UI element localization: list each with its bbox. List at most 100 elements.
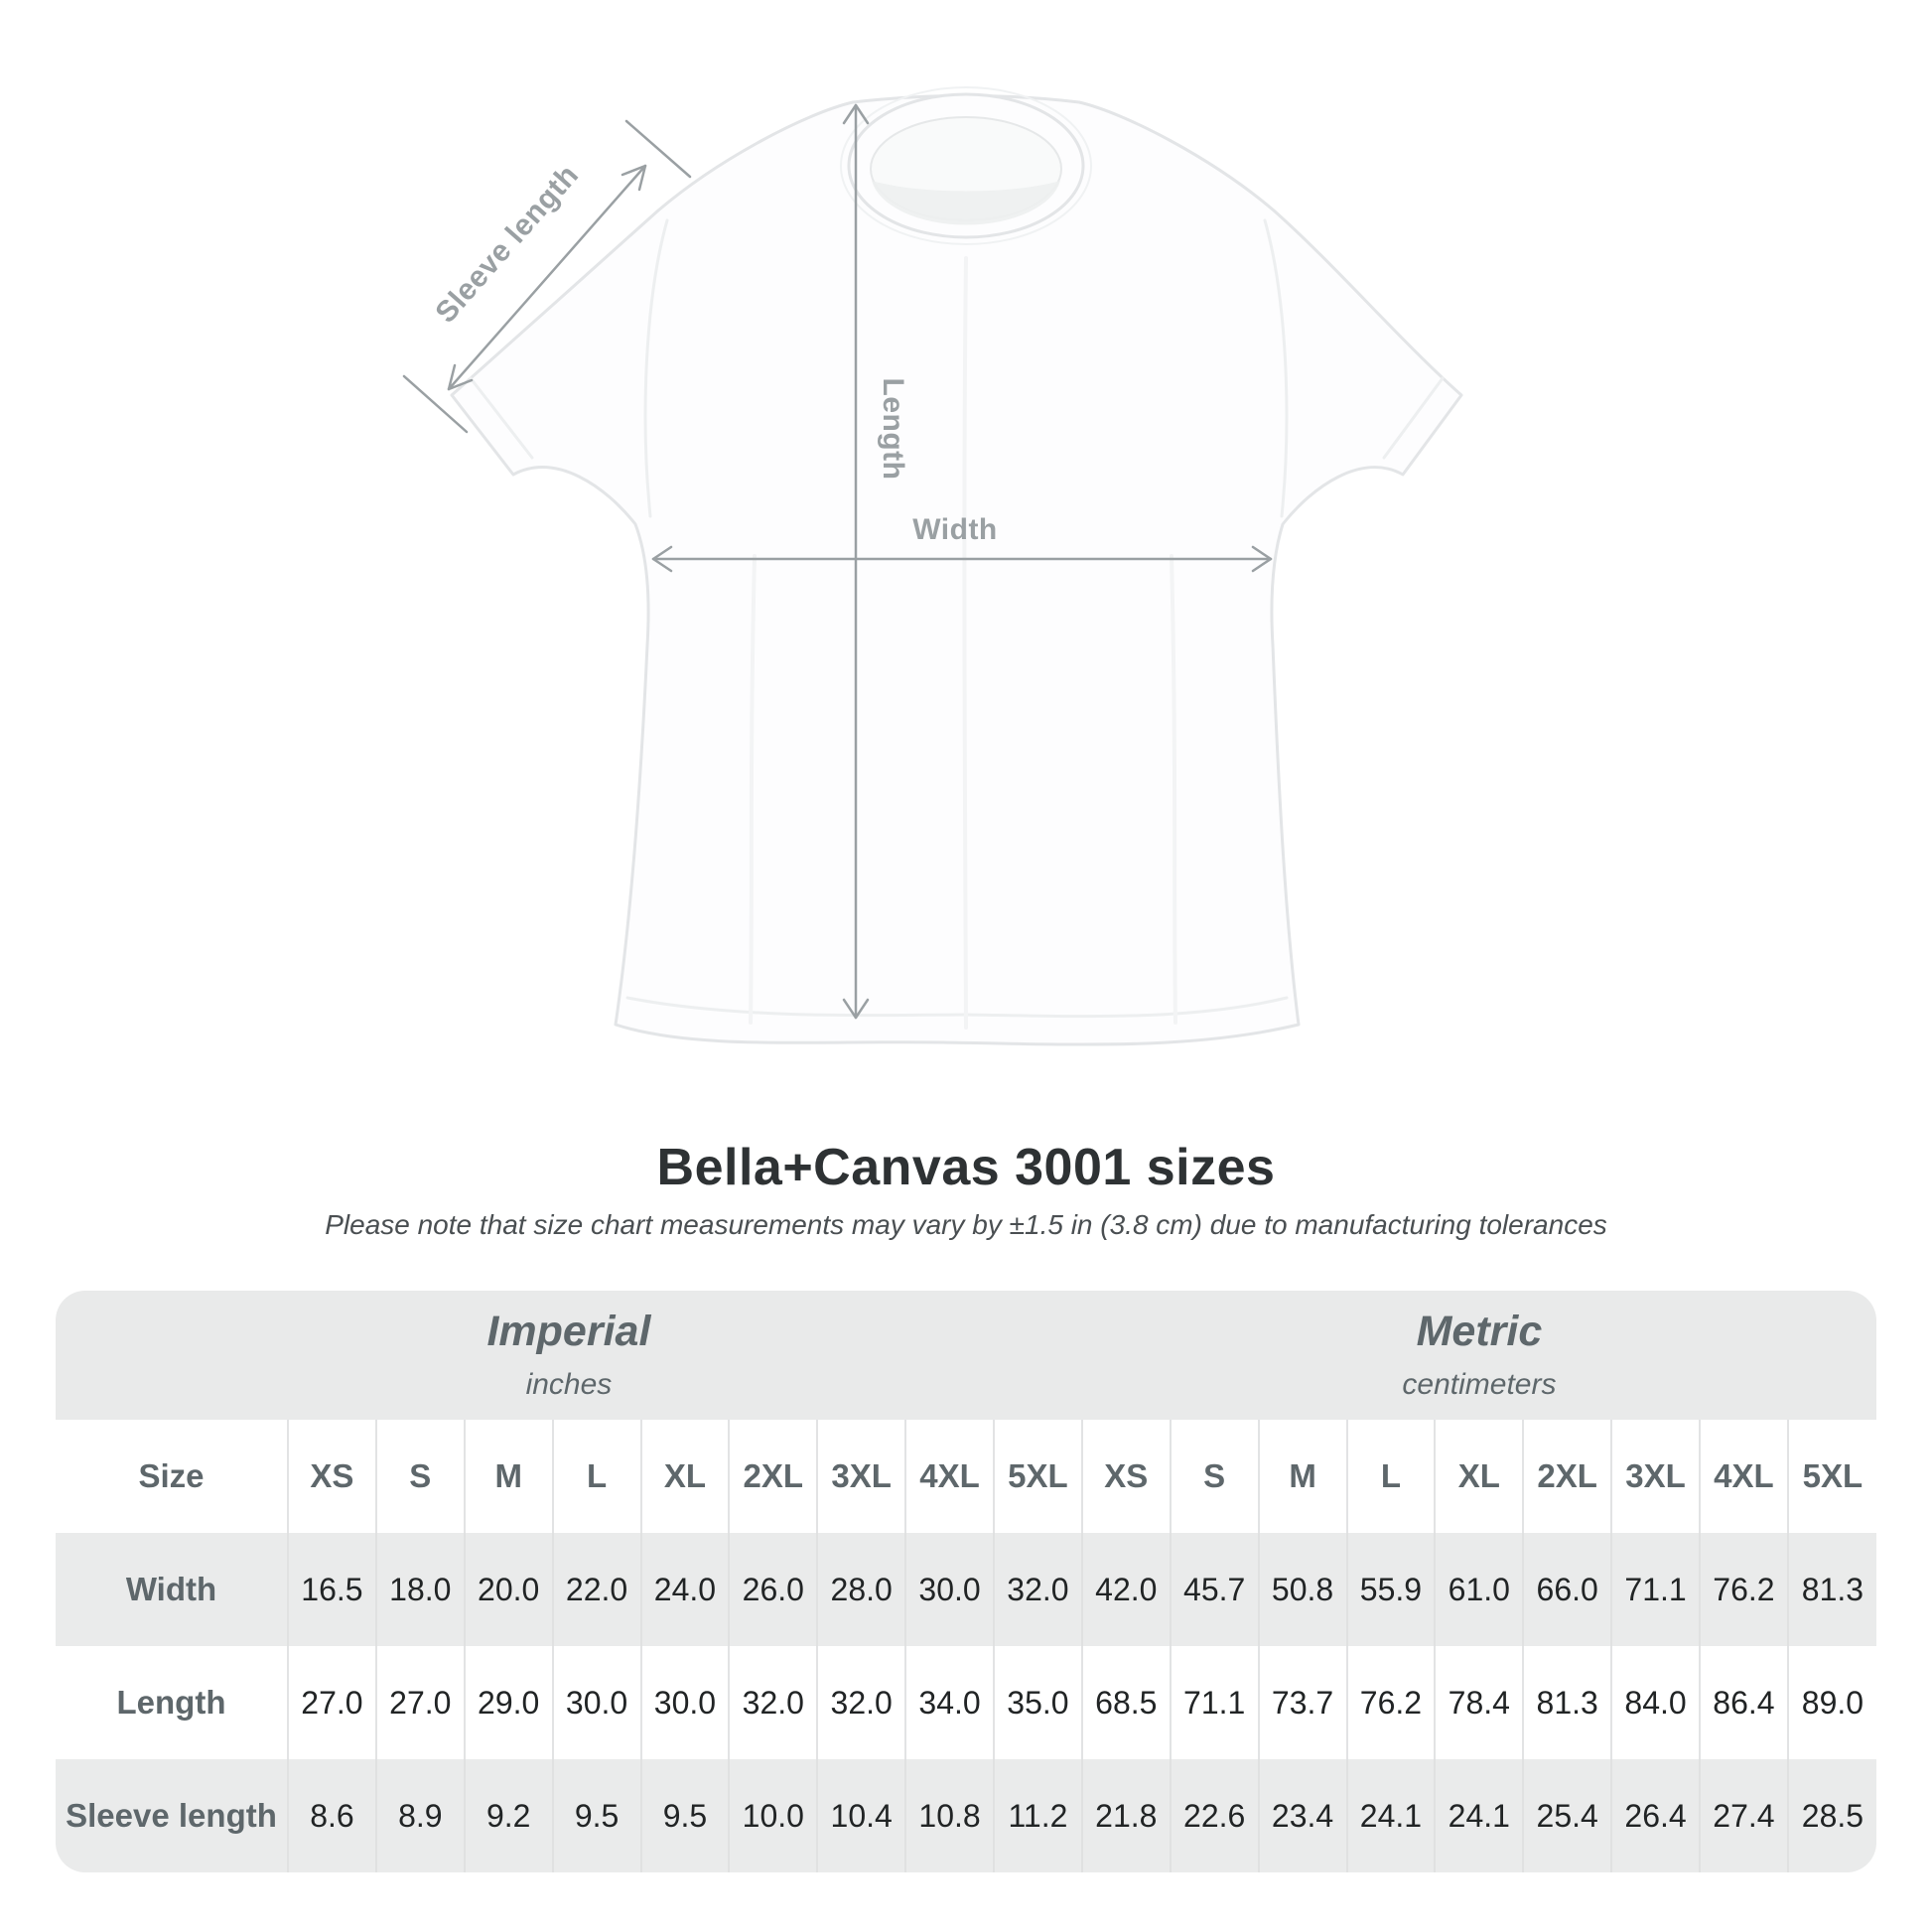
metric-label: Metric (1416, 1308, 1543, 1356)
value-cell: 32.0 (728, 1646, 818, 1759)
value-cell: 78.4 (1434, 1646, 1524, 1759)
collar-outer-ring (840, 86, 1092, 245)
width-arrow (651, 545, 1273, 573)
value-cell: 76.2 (1699, 1533, 1788, 1646)
size-header-imperial-5xl: 5XL (993, 1420, 1082, 1533)
value-cell: 24.1 (1434, 1759, 1524, 1872)
value-cell: 61.0 (1434, 1533, 1524, 1646)
size-header-metric-l: L (1345, 1420, 1436, 1533)
size-header-imperial-m: M (463, 1420, 553, 1533)
size-header-metric-2xl: 2XL (1522, 1420, 1612, 1533)
value-cell: 28.5 (1786, 1759, 1876, 1872)
left-cuff-seam (469, 376, 534, 460)
value-cell: 22.6 (1169, 1759, 1259, 1872)
value-cell: 30.0 (639, 1646, 730, 1759)
value-cell: 16.5 (287, 1533, 376, 1646)
value-cell: 29.0 (463, 1646, 553, 1759)
value-cell: 26.0 (728, 1533, 818, 1646)
length-label: Length (877, 378, 909, 481)
value-cell: 24.0 (639, 1533, 730, 1646)
size-header-metric-xs: XS (1080, 1420, 1171, 1533)
value-cell: 81.3 (1786, 1533, 1876, 1646)
value-cell: 50.8 (1257, 1533, 1347, 1646)
value-cell: 73.7 (1257, 1646, 1347, 1759)
imperial-label: Imperial (486, 1308, 651, 1356)
value-cell: 24.1 (1345, 1759, 1436, 1872)
imperial-header: Imperial inches (56, 1291, 1082, 1420)
size-header-imperial-l: L (551, 1420, 641, 1533)
size-table: Imperial inches Metric centimeters Size … (56, 1291, 1876, 1872)
value-cell: 8.6 (287, 1759, 376, 1872)
size-header-imperial-2xl: 2XL (728, 1420, 818, 1533)
length-arrow (842, 103, 870, 1020)
value-cell: 76.2 (1345, 1646, 1436, 1759)
value-cell: 86.4 (1699, 1646, 1788, 1759)
value-cell: 22.0 (551, 1533, 641, 1646)
size-header-imperial-xl: XL (639, 1420, 730, 1533)
size-header-imperial-3xl: 3XL (816, 1420, 906, 1533)
value-cell: 20.0 (463, 1533, 553, 1646)
page-title: Bella+Canvas 3001 sizes (656, 1139, 1276, 1196)
sleeve-length-row: Sleeve length 8.6 8.9 9.2 9.5 9.5 10.0 1… (56, 1759, 1876, 1872)
size-header-imperial-4xl: 4XL (904, 1420, 994, 1533)
value-cell: 8.9 (374, 1759, 465, 1872)
fabric-fold-center (962, 256, 968, 1030)
value-cell: 55.9 (1345, 1533, 1436, 1646)
fabric-fold-left (749, 554, 757, 1025)
value-cell: 30.0 (551, 1646, 641, 1759)
width-row: Width 16.5 18.0 20.0 22.0 24.0 26.0 28.0… (56, 1533, 1876, 1646)
collar-inner-shadow (872, 181, 1060, 225)
value-cell: 9.5 (551, 1759, 641, 1872)
value-cell: 66.0 (1522, 1533, 1612, 1646)
value-cell: 18.0 (374, 1533, 465, 1646)
value-cell: 89.0 (1786, 1646, 1876, 1759)
value-cell: 81.3 (1522, 1646, 1612, 1759)
value-cell: 10.0 (728, 1759, 818, 1872)
value-cell: 35.0 (993, 1646, 1082, 1759)
value-cell: 27.0 (374, 1646, 465, 1759)
row-label-length: Length (56, 1646, 288, 1759)
tolerance-note: Please note that size chart measurements… (325, 1209, 1607, 1240)
value-cell: 23.4 (1257, 1759, 1347, 1872)
size-header-imperial-xs: XS (287, 1420, 376, 1533)
size-table-container: Imperial inches Metric centimeters Size … (56, 1291, 1876, 1872)
size-column-header: Size (56, 1420, 288, 1533)
right-sleeve-seam (1263, 218, 1289, 518)
value-cell: 9.2 (463, 1759, 553, 1872)
value-cell: 21.8 (1080, 1759, 1171, 1872)
value-cell: 42.0 (1080, 1533, 1171, 1646)
value-cell: 27.0 (287, 1646, 376, 1759)
row-label-width: Width (56, 1533, 288, 1646)
right-cuff-seam (1382, 376, 1445, 460)
value-cell: 10.8 (904, 1759, 994, 1872)
value-cell: 27.4 (1699, 1759, 1788, 1872)
sleeve-length-arrow (402, 119, 692, 434)
units-header-row: Imperial inches Metric centimeters (56, 1291, 1876, 1420)
value-cell: 32.0 (993, 1533, 1082, 1646)
row-label-sleeve-length: Sleeve length (56, 1759, 288, 1872)
fabric-fold-right (1170, 554, 1177, 1025)
left-sleeve-seam (643, 218, 669, 518)
size-header-metric-4xl: 4XL (1699, 1420, 1788, 1533)
value-cell: 71.1 (1169, 1646, 1259, 1759)
value-cell: 11.2 (993, 1759, 1082, 1872)
value-cell: 71.1 (1610, 1533, 1700, 1646)
sizes-header-row: Size XS S M L XL 2XL 3XL 4XL 5XL XS S M … (56, 1420, 1876, 1533)
size-header-metric-5xl: 5XL (1786, 1420, 1876, 1533)
value-cell: 25.4 (1522, 1759, 1612, 1872)
size-header-imperial-s: S (374, 1420, 465, 1533)
width-label: Width (912, 513, 998, 546)
value-cell: 30.0 (904, 1533, 994, 1646)
value-cell: 68.5 (1080, 1646, 1171, 1759)
size-header-metric-s: S (1169, 1420, 1259, 1533)
value-cell: 10.4 (816, 1759, 906, 1872)
metric-sublabel: centimeters (1402, 1367, 1557, 1401)
value-cell: 32.0 (816, 1646, 906, 1759)
imperial-sublabel: inches (525, 1367, 613, 1401)
value-cell: 9.5 (639, 1759, 730, 1872)
value-cell: 28.0 (816, 1533, 906, 1646)
size-header-metric-m: M (1257, 1420, 1347, 1533)
value-cell: 84.0 (1610, 1646, 1700, 1759)
value-cell: 45.7 (1169, 1533, 1259, 1646)
